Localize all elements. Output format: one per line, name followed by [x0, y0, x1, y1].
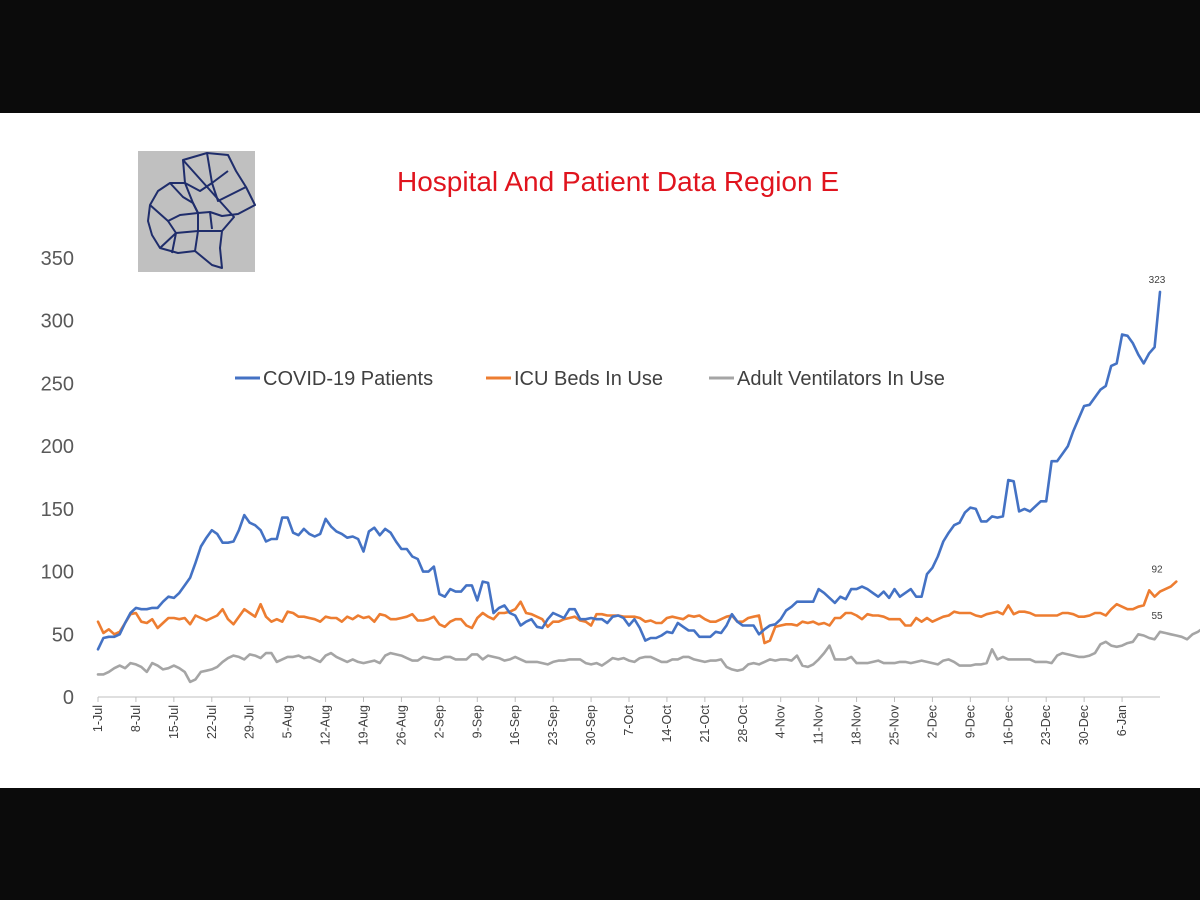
chart-panel: Hospital And Patient Data Region E 0 50 10…	[0, 113, 1200, 788]
y-tick-label: 100	[41, 562, 74, 584]
x-tick-label: 16-Sep	[508, 705, 522, 745]
series-line-icu-beds-in-use	[96, 580, 1178, 645]
end-value-label: 55	[1151, 611, 1163, 622]
x-tick-label: 28-Oct	[736, 704, 750, 742]
x-tick-label: 25-Nov	[888, 704, 902, 745]
x-tick-label: 9-Dec	[963, 705, 977, 738]
x-tick-label: 6-Jan	[1115, 705, 1129, 736]
y-tick-label: 150	[41, 499, 74, 521]
x-tick-label: 23-Sep	[546, 705, 560, 745]
x-tick-label: 5-Aug	[281, 705, 295, 738]
x-tick-label: 14-Oct	[660, 704, 674, 742]
end-labels: 323 92 55	[1149, 275, 1166, 622]
series-lines	[96, 290, 1200, 684]
y-tick-label: 250	[41, 373, 74, 395]
end-value-label: 323	[1149, 275, 1166, 286]
x-tick-label: 9-Sep	[470, 705, 484, 738]
series-line-covid-19-patients	[96, 290, 1162, 651]
x-tick-label: 30-Sep	[584, 705, 598, 745]
end-value-label: 92	[1151, 565, 1163, 576]
chart-title: Hospital And Patient Data Region E	[397, 166, 839, 197]
y-tick-label: 50	[52, 624, 74, 646]
x-tick-label: 23-Dec	[1039, 705, 1053, 745]
x-tick-label: 7-Oct	[622, 704, 636, 735]
y-tick-label: 0	[63, 687, 74, 709]
series-line-adult-ventilators-in-use	[96, 628, 1200, 684]
x-tick-label: 21-Oct	[698, 704, 712, 742]
region-map-icon	[138, 151, 256, 272]
legend: COVID-19 Patients ICU Beds In Use Adult Ve…	[235, 368, 945, 390]
x-tick-label: 30-Dec	[1077, 705, 1091, 745]
legend-label: COVID-19 Patients	[263, 368, 433, 390]
line-chart: Hospital And Patient Data Region E 0 50 10…	[41, 151, 1200, 745]
x-tick-label: 11-Nov	[812, 704, 826, 744]
x-tick-label: 26-Aug	[394, 705, 408, 745]
x-tick-label: 1-Jul	[91, 705, 105, 732]
x-tick-label: 22-Jul	[205, 705, 219, 739]
y-tick-label: 300	[41, 311, 74, 333]
x-tick-label: 15-Jul	[167, 705, 181, 739]
x-tick-label: 12-Aug	[319, 705, 333, 745]
x-tick-label: 8-Jul	[129, 705, 143, 732]
y-tick-label: 350	[41, 248, 74, 270]
x-tick-label: 18-Nov	[850, 704, 864, 745]
y-axis: 0 50 100 150 200 250 300 350	[41, 248, 74, 709]
x-tick-label: 16-Dec	[1001, 705, 1015, 745]
x-tick-label: 2-Dec	[925, 705, 939, 738]
x-axis: 1-Jul 8-Jul 15-Jul 22-Jul 29-Jul 5-Aug 12-Aug 1…	[91, 696, 1160, 745]
y-tick-label: 200	[41, 436, 74, 458]
x-tick-label: 29-Jul	[243, 705, 257, 739]
x-tick-label: 4-Nov	[774, 704, 788, 738]
x-tick-label: 19-Aug	[357, 705, 371, 745]
x-tick-label: 2-Sep	[432, 705, 446, 738]
legend-label: Adult Ventilators In Use	[737, 368, 945, 390]
legend-label: ICU Beds In Use	[514, 368, 663, 390]
